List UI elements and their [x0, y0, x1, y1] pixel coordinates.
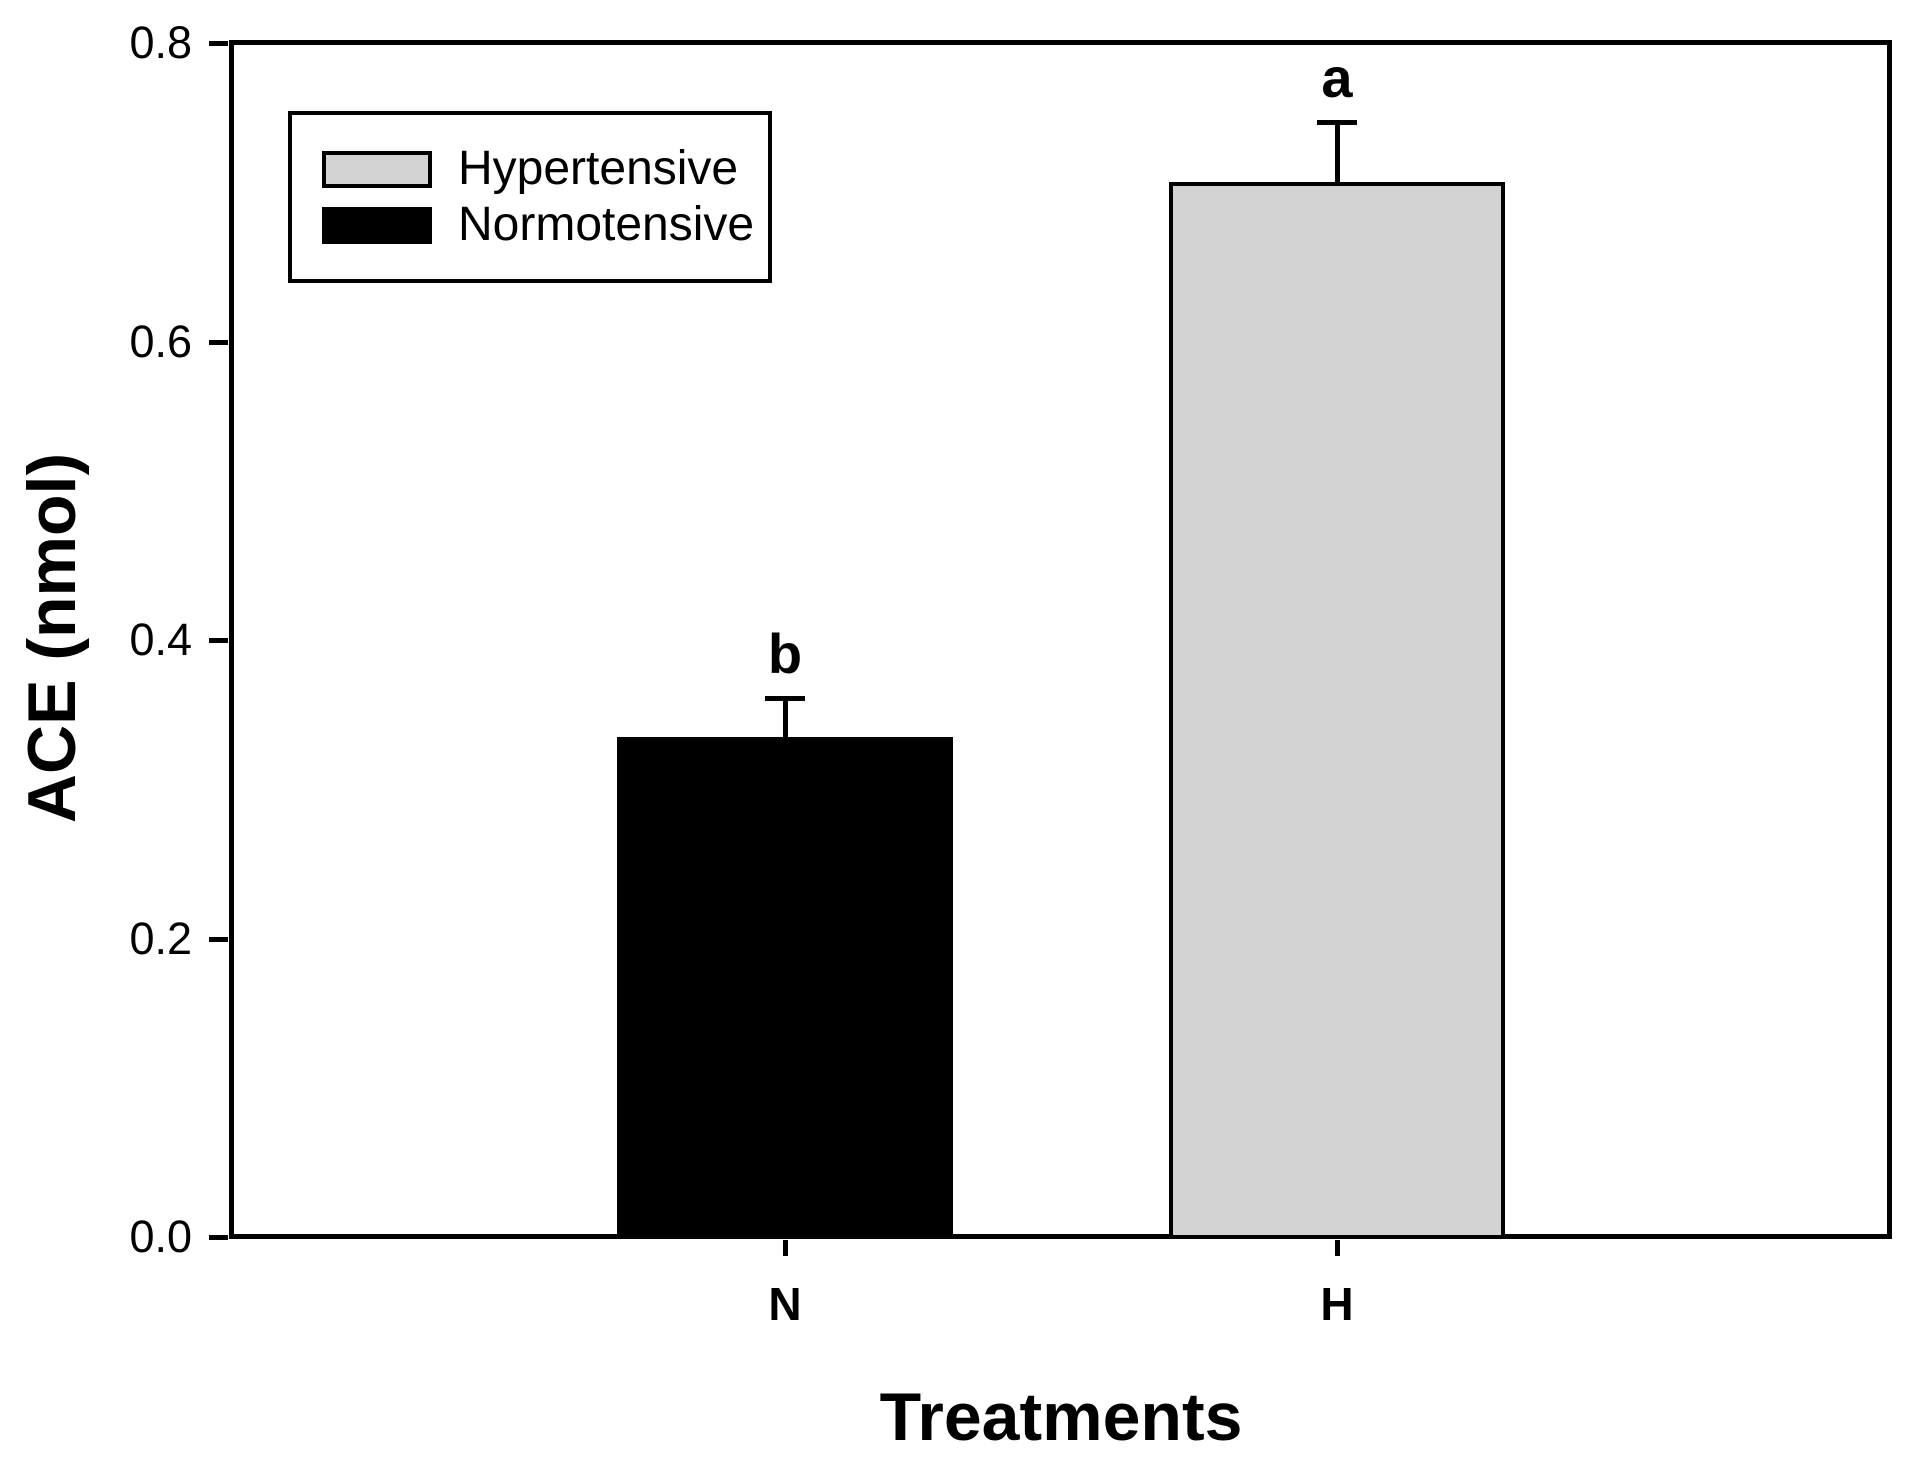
- bar-N: [617, 737, 953, 1239]
- y-tick-label-0.8: 0.8: [129, 17, 192, 68]
- error-bar-N: [783, 698, 788, 737]
- x-tick-H: [1335, 1240, 1340, 1256]
- error-cap-N: [765, 696, 805, 701]
- x-tick-label-N: N: [768, 1278, 802, 1330]
- legend: Hypertensive Normotensive: [288, 111, 772, 283]
- legend-swatch-normotensive: [322, 206, 432, 244]
- x-axis-title: Treatments: [879, 1379, 1243, 1455]
- error-cap-H: [1317, 120, 1357, 125]
- y-axis-title: ACE (nmol): [14, 452, 90, 824]
- y-tick: [209, 340, 228, 345]
- y-tick: [209, 1235, 228, 1240]
- y-tick-label-0.4: 0.4: [129, 614, 192, 665]
- y-tick-label-0.0: 0.0: [129, 1211, 192, 1262]
- legend-label-normotensive: Normotensive: [458, 198, 755, 251]
- legend-label-hypertensive: Hypertensive: [458, 142, 739, 195]
- y-tick-label-0.6: 0.6: [129, 316, 192, 367]
- y-tick: [209, 41, 228, 46]
- sig-letter-a: a: [1321, 46, 1353, 109]
- y-tick-label-0.2: 0.2: [129, 913, 192, 964]
- x-tick-N: [783, 1240, 788, 1256]
- legend-swatch-hypertensive: [322, 150, 432, 188]
- y-tick: [209, 638, 228, 643]
- legend-entry-normotensive: Normotensive: [322, 198, 768, 251]
- error-bar-H: [1335, 122, 1340, 182]
- sig-letter-b: b: [767, 622, 803, 685]
- x-tick-label-H: H: [1320, 1278, 1354, 1330]
- y-tick: [209, 937, 228, 942]
- bar-H: [1169, 182, 1505, 1239]
- legend-entry-hypertensive: Hypertensive: [322, 142, 768, 195]
